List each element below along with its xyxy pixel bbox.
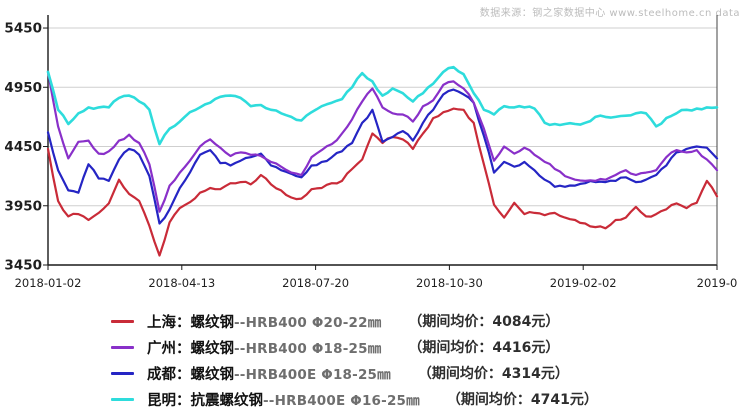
x-axis-label: 2019-0 [697, 276, 738, 290]
x-axis-label: 2018-07-20 [282, 276, 349, 290]
legend-item-guangzhou: 广州：螺纹钢 --HRB400 Φ18-25㎜ （期间均价：4416元） [111, 334, 598, 360]
legend-series-name: 昆明：抗震螺纹钢 [147, 392, 263, 409]
y-axis-label: 4450 [4, 139, 42, 155]
series-line-kunming [46, 65, 719, 146]
legend-item-chengdu: 成都：螺纹钢 --HRB400E Φ18-25㎜ （期间均价：4314元） [111, 360, 598, 386]
legend-series-spec: --HRB400 Φ20-22㎜ [234, 315, 382, 331]
price-line-chart: 5450 4950 4450 3950 3450 2018-01-02 2018-04-13… [4, 15, 738, 290]
y-axis-label: 3450 [4, 258, 42, 274]
y-axis-label: 4950 [4, 80, 42, 96]
legend-swatch-guangzhou [111, 345, 134, 349]
series-line-shanghai [46, 107, 719, 257]
legend-series-average-price: （期间均价：4314元） [417, 366, 569, 382]
y-axis-label: 5450 [4, 21, 42, 37]
legend-series-name: 成都：螺纹钢 [147, 366, 234, 383]
y-axis-label: 3950 [4, 198, 42, 214]
legend-swatch-shanghai [111, 319, 134, 323]
legend-item-shanghai: 上海：螺纹钢 --HRB400 Φ20-22㎜ （期间均价：4084元） [111, 308, 598, 334]
x-axis-label: 2019-02-02 [550, 276, 617, 290]
legend-series-name: 上海：螺纹钢 [147, 314, 234, 331]
legend-series-spec: --HRB400E Φ18-25㎜ [234, 367, 391, 383]
legend-swatch-kunming [111, 397, 134, 401]
watermark: 数据来源：钢之家数据中心 www.steelhome.cn data [479, 8, 740, 19]
series-line-chengdu [46, 88, 719, 225]
legend-series-average-price: （期间均价：4741元） [446, 392, 598, 408]
chart-legend: 上海：螺纹钢 --HRB400 Φ20-22㎜ （期间均价：4084元） 广州：螺纹钢… [111, 308, 598, 412]
legend-series-average-price: （期间均价：4416元） [408, 340, 560, 356]
x-axis-label: 2018-01-02 [15, 276, 82, 290]
series-line-guangzhou [46, 70, 719, 213]
legend-swatch-chengdu [111, 371, 134, 375]
legend-series-average-price: （期间均价：4084元） [408, 314, 560, 330]
x-axis-label: 2018-04-13 [148, 276, 215, 290]
legend-series-spec: --HRB400E Φ16-25㎜ [263, 393, 420, 409]
legend-series-spec: --HRB400 Φ18-25㎜ [234, 341, 382, 357]
legend-series-name: 广州：螺纹钢 [147, 340, 234, 357]
x-axis-label: 2018-10-30 [416, 276, 483, 290]
legend-item-kunming: 昆明：抗震螺纹钢 --HRB400E Φ16-25㎜ （期间均价：4741元） [111, 386, 598, 412]
